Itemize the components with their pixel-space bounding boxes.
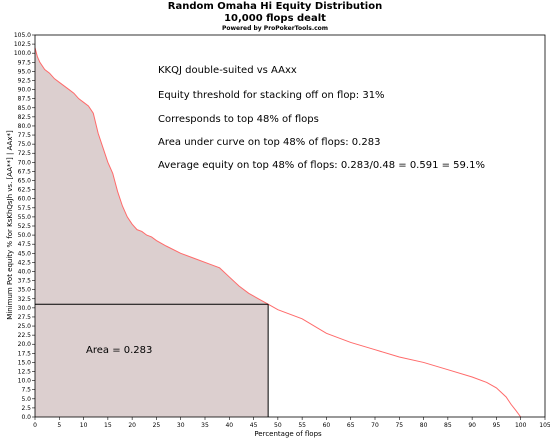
- x-tick-label: 30: [177, 422, 185, 429]
- y-tick-label: 7.5: [21, 387, 31, 394]
- y-tick-label: 2.5: [21, 405, 31, 412]
- x-tick-label: 85: [444, 422, 452, 429]
- y-tick-label: 75.0: [18, 141, 32, 148]
- chart-credit: Powered by ProPokerTools.com: [221, 25, 329, 32]
- y-tick-label: 77.5: [18, 132, 32, 139]
- y-tick-label: 72.5: [18, 150, 32, 157]
- y-tick-label: 37.5: [18, 278, 32, 285]
- y-tick-label: 105.0: [14, 32, 31, 39]
- y-tick-label: 90.0: [18, 87, 32, 94]
- y-tick-label: 55.0: [18, 214, 32, 221]
- annotation-layer: KKQJ double-suited vs AAxx Equity thresh…: [6, 65, 485, 438]
- y-tick-label: 92.5: [18, 77, 32, 84]
- area-label: Area = 0.283: [86, 345, 152, 356]
- x-axis-label: Percentage of flops: [254, 430, 322, 438]
- annotation-average: Average equity on top 48% of flops: 0.28…: [158, 160, 485, 171]
- y-tick-label: 102.5: [14, 41, 31, 48]
- y-tick-label: 65.0: [18, 178, 32, 185]
- y-tick-label: 50.0: [18, 232, 32, 239]
- area-layer: [35, 47, 269, 417]
- y-tick-label: 45.0: [18, 250, 32, 257]
- chart-subtitle: 10,000 flops dealt: [224, 13, 326, 24]
- y-tick-label: 35.0: [18, 287, 32, 294]
- annotation-top-flops: Corresponds to top 48% of flops: [158, 114, 319, 125]
- y-tick-label: 100.0: [14, 50, 31, 57]
- y-tick-label: 95.0: [18, 68, 32, 75]
- y-tick-label: 70.0: [18, 159, 32, 166]
- y-tick-label: 82.5: [18, 114, 32, 121]
- equity-curve: [34, 47, 522, 418]
- y-tick-label: 40.0: [18, 268, 32, 275]
- shaded-area: [35, 47, 269, 417]
- annotation-area: Area under curve on top 48% of flops: 0.…: [158, 137, 380, 148]
- x-tick-label: 10: [80, 422, 88, 429]
- x-tick-label: 15: [104, 422, 112, 429]
- y-tick-label: 57.5: [18, 205, 32, 212]
- y-tick-label: 85.0: [18, 105, 32, 112]
- x-tick-label: 20: [128, 422, 136, 429]
- line-layer: [34, 47, 522, 418]
- x-tick-label: 70: [371, 422, 379, 429]
- y-tick-label: 15.0: [18, 359, 32, 366]
- y-tick-label: 27.5: [18, 314, 32, 321]
- x-tick-label: 50: [274, 422, 282, 429]
- y-tick-label: 25.0: [18, 323, 32, 330]
- y-tick-label: 42.5: [18, 259, 32, 266]
- x-tick-label: 65: [347, 422, 355, 429]
- y-tick-label: 60.0: [18, 196, 32, 203]
- y-tick-label: 47.5: [18, 241, 32, 248]
- x-tick-label: 25: [153, 422, 161, 429]
- y-tick-label: 32.5: [18, 296, 32, 303]
- x-tick-label: 100: [515, 422, 527, 429]
- y-tick-label: 80.0: [18, 123, 32, 130]
- x-axis-ticks: 0 5 10 15 20 25 30 35 40 45 50 55 60 65 70 75 80 85 90 95 10…: [33, 417, 550, 429]
- y-tick-label: 52.5: [18, 223, 32, 230]
- y-tick-label: 87.5: [18, 96, 32, 103]
- y-tick-label: 67.5: [18, 168, 32, 175]
- y-tick-label: 12.5: [18, 369, 32, 376]
- x-tick-label: 0: [33, 422, 37, 429]
- x-tick-label: 105: [539, 422, 550, 429]
- y-tick-label: 22.5: [18, 332, 32, 339]
- y-tick-label: 5.0: [21, 396, 31, 403]
- y-tick-label: 17.5: [18, 350, 32, 357]
- x-tick-label: 60: [323, 422, 331, 429]
- x-tick-label: 55: [298, 422, 306, 429]
- x-tick-label: 40: [225, 422, 233, 429]
- x-tick-label: 5: [57, 422, 61, 429]
- y-tick-label: 20.0: [18, 341, 32, 348]
- annotation-matchup: KKQJ double-suited vs AAxx: [158, 65, 297, 76]
- x-tick-label: 95: [493, 422, 501, 429]
- y-tick-label: 10.0: [18, 378, 32, 385]
- x-tick-label: 35: [201, 422, 209, 429]
- y-tick-label: 97.5: [18, 59, 32, 66]
- x-tick-label: 90: [468, 422, 476, 429]
- y-tick-label: 30.0: [18, 305, 32, 312]
- x-tick-label: 80: [420, 422, 428, 429]
- y-tick-label: 62.5: [18, 187, 32, 194]
- x-tick-label: 45: [250, 422, 258, 429]
- annotation-threshold: Equity threshold for stacking off on flo…: [158, 90, 385, 101]
- x-tick-label: 75: [395, 422, 403, 429]
- y-tick-label: 0.0: [21, 414, 31, 421]
- chart-title: Random Omaha Hi Equity Distribution: [167, 1, 383, 12]
- y-axis-label: Minimum Pot equity % for KsKhQsJh vs. [A…: [6, 130, 14, 320]
- y-axis-ticks: 0.0 2.5 5.0 7.5 10.0 12.5 15.0 17.5 20.0 22.5 25.0…: [14, 32, 35, 421]
